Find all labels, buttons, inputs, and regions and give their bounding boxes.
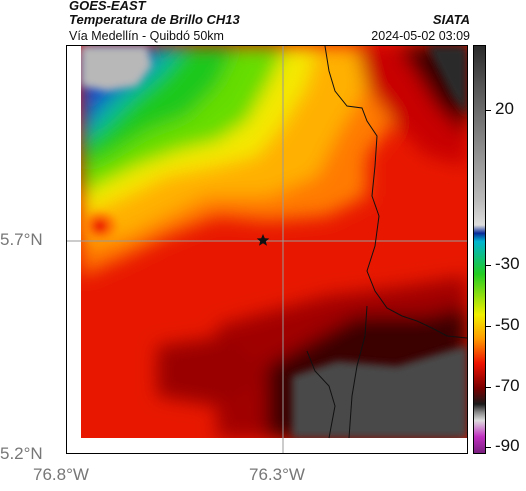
colorbar-label: -90 (495, 436, 520, 455)
satellite-title: GOES-EAST (69, 0, 146, 13)
colorbar-tick (486, 387, 491, 388)
colorbar-tick (486, 447, 491, 448)
border-line-south (306, 350, 336, 439)
colorbar-tick (486, 110, 491, 111)
route-subtitle: Vía Medellín - Quibdó 50km (69, 29, 224, 43)
colorbar-label: -30 (495, 254, 520, 273)
product-title: Temperatura de Brillo CH13 (69, 12, 240, 27)
brightness-temperature-map (67, 46, 467, 453)
colorbar-label: -50 (495, 315, 520, 334)
map-panel[interactable] (66, 45, 468, 454)
timestamp-label: 2024-05-02 03:09 (371, 29, 470, 43)
colorbar-label: 20 (495, 99, 514, 118)
colorbar (473, 45, 486, 454)
longitude-label: 76.3°W (249, 465, 305, 484)
border-line (348, 305, 368, 439)
latitude-label: 5.2°N (0, 444, 43, 463)
longitude-label: 76.8°W (33, 465, 89, 484)
organization-label: SIATA (432, 12, 470, 27)
coastline (324, 46, 467, 339)
colorbar-tick (486, 326, 491, 327)
star-icon (256, 234, 270, 246)
latitude-label: 5.7°N (0, 230, 43, 249)
colorbar-label: -70 (495, 376, 520, 395)
colorbar-tick (486, 265, 491, 266)
